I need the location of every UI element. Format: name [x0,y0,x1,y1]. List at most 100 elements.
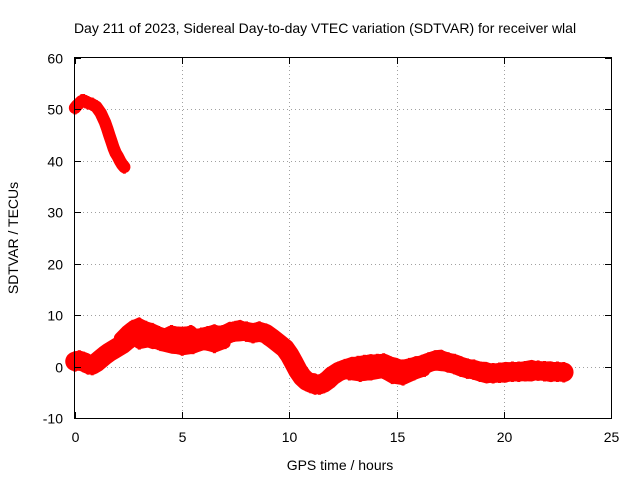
data-point [163,328,167,342]
data-point [459,356,463,377]
data-point [82,351,86,373]
data-point [112,339,116,360]
data-point [125,330,128,352]
x-axis-label: GPS time / hours [287,457,394,473]
data-point [99,348,103,370]
data-point [82,94,86,108]
data-point [356,355,360,377]
data-point [221,325,225,339]
series-segment-early [68,94,131,174]
series-band-main [65,319,574,395]
data-point [330,365,334,387]
data-point [195,331,199,345]
data-point [94,100,98,114]
data-point [530,360,534,381]
data-point [401,373,405,386]
data-point [337,361,341,382]
data-point [137,317,141,332]
data-point [227,322,231,336]
data-point [79,94,83,108]
data-point [266,333,270,347]
data-point [260,327,263,341]
series-line [343,365,431,386]
data-point [120,157,124,172]
data-point [131,319,135,334]
data-point [150,322,154,337]
data-point [287,344,291,365]
data-point [347,368,351,381]
x-tick-label: 0 [72,429,80,445]
data-point [427,352,431,373]
data-point [491,363,495,384]
data-point [350,357,354,378]
y-tick-label: 20 [47,257,63,273]
data-point [300,366,304,388]
data-point [408,357,411,379]
data-point [208,331,212,345]
data-point [549,361,553,382]
data-point [77,96,81,110]
data-point [187,330,191,352]
data-point [109,134,113,148]
data-point [382,353,386,374]
data-point [212,340,216,354]
data-point [313,373,317,395]
data-point [401,359,405,380]
data-point [118,154,122,168]
data-point [253,324,257,338]
data-point [122,160,126,174]
data-point [317,374,321,395]
series-band-upper [113,317,281,351]
axis-tick-labels: 0 5 10 15 20 25 -10 0 10 20 30 40 50 60 [43,51,620,446]
data-point [440,350,444,371]
data-point [555,361,559,382]
data-point [472,359,476,380]
data-point [223,336,227,350]
data-point [84,95,88,109]
data-point [159,338,163,352]
data-point [283,338,287,359]
data-point [90,97,94,111]
data-point [170,340,173,354]
data-point [118,331,122,345]
data-point [536,360,540,381]
data-point [272,336,276,351]
y-tick-label: 0 [55,360,63,376]
data-point [414,356,418,377]
data-point [420,354,424,376]
axis-ticks [75,58,612,419]
data-point [343,358,347,380]
data-point [112,141,116,155]
series-edge [349,373,425,386]
data-point [433,350,437,371]
data-point [90,354,94,376]
data-point [144,320,148,335]
y-tick-label: 30 [47,205,63,221]
data-point [517,361,521,382]
data-point [137,324,141,345]
data-point [504,362,508,383]
y-axis-label: SDTVAR / TECUs [5,182,21,294]
data-point [485,362,489,383]
y-tick-label: 50 [47,102,63,118]
data-point [189,325,193,339]
x-tick-label: 10 [282,429,298,445]
data-point [107,341,111,363]
data-point [191,341,195,355]
data-point [114,146,118,160]
data-point [478,361,482,382]
data-point [103,345,107,366]
data-point [388,356,392,377]
data-point [120,334,124,355]
data-point [129,327,133,348]
data-point [446,352,450,373]
data-point [234,320,238,335]
data-point [116,336,120,358]
data-point [125,325,128,339]
data-point [375,353,379,375]
data-point [99,106,103,120]
data-point [395,358,399,379]
data-point [510,361,514,382]
data-series [65,94,574,395]
